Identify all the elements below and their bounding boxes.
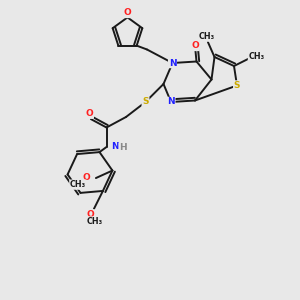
Text: CH₃: CH₃ <box>198 32 214 41</box>
Text: H: H <box>119 143 127 152</box>
Text: N: N <box>111 142 119 152</box>
Text: O: O <box>82 173 90 182</box>
Text: N: N <box>169 58 176 68</box>
Text: N: N <box>167 98 175 106</box>
Text: CH₃: CH₃ <box>248 52 265 62</box>
Text: CH₃: CH₃ <box>70 180 86 189</box>
Text: O: O <box>86 210 94 219</box>
Text: O: O <box>85 109 93 118</box>
Text: O: O <box>191 41 199 50</box>
Text: CH₃: CH₃ <box>86 217 103 226</box>
Text: O: O <box>124 8 131 17</box>
Text: S: S <box>234 81 240 90</box>
Text: S: S <box>142 98 149 106</box>
